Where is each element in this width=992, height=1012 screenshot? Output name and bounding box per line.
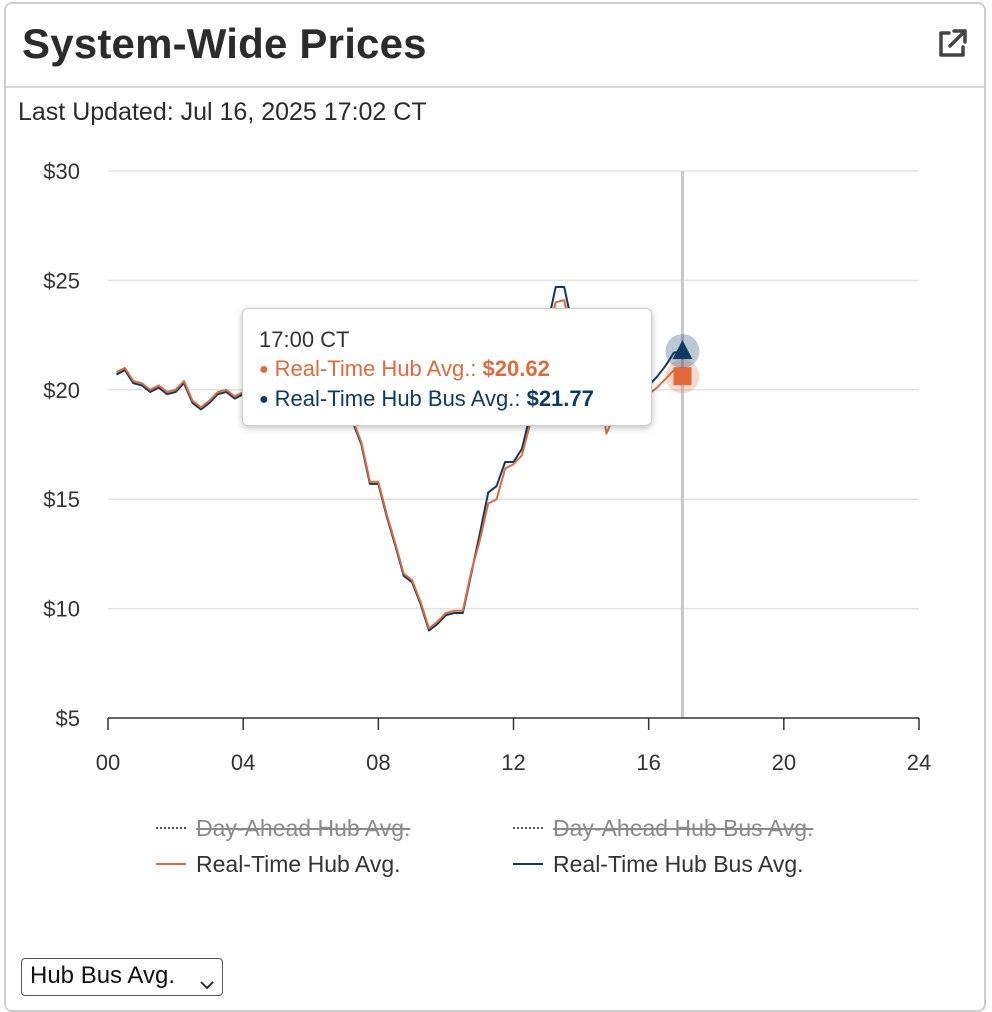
y-tick-label: $15 (43, 487, 80, 512)
legend-item-real-time-hub[interactable]: Real-Time Hub Avg. (156, 851, 401, 878)
chevron-down-icon (200, 969, 214, 997)
legend-label: Day-Ahead Hub Bus Avg. (553, 815, 814, 841)
tooltip-row-hub-bus: ● Real-Time Hub Bus Avg.: $21.77 (259, 384, 635, 414)
card-title: System-Wide Prices (22, 20, 427, 67)
price-type-select[interactable]: Hub Bus Avg. (21, 958, 223, 996)
legend-label: Real-Time Hub Bus Avg. (553, 851, 804, 877)
tooltip-row-hub: ● Real-Time Hub Avg.: $20.62 (259, 354, 635, 384)
x-tick-label: 24 (907, 750, 931, 775)
y-tick-label: $10 (43, 597, 80, 622)
legend-swatch (156, 862, 186, 865)
legend-item-day-ahead-hub[interactable]: Day-Ahead Hub Avg. (156, 815, 410, 842)
legend-label: Day-Ahead Hub Avg. (196, 815, 411, 841)
hover-marker-hub (673, 367, 692, 386)
tooltip-time: 17:00 CT (259, 327, 350, 352)
tooltip-label-hub: Real-Time Hub Avg.: (274, 356, 477, 381)
select-value: Hub Bus Avg. (30, 962, 175, 989)
x-tick-label: 00 (96, 750, 120, 775)
y-tick-label: $25 (43, 268, 80, 293)
y-tick-label: $20 (43, 378, 80, 403)
x-tick-label: 08 (366, 750, 390, 775)
x-tick-label: 16 (636, 750, 660, 775)
legend-item-day-ahead-hub-bus[interactable]: Day-Ahead Hub Bus Avg. (513, 815, 813, 842)
legend-swatch (513, 826, 543, 829)
bullet-icon: ● (259, 361, 269, 378)
tooltip-value-hub: $20.62 (482, 356, 550, 381)
legend-item-real-time-hub-bus[interactable]: Real-Time Hub Bus Avg. (513, 851, 804, 878)
bullet-icon: ● (259, 391, 269, 408)
y-tick-label: $5 (56, 706, 80, 731)
tooltip-value-hub-bus: $21.77 (526, 386, 594, 411)
legend-swatch (156, 826, 186, 829)
y-tick-label: $30 (43, 159, 80, 184)
legend-label: Real-Time Hub Avg. (196, 851, 401, 877)
x-tick-label: 20 (772, 750, 796, 775)
chart-tooltip: 17:00 CT ● Real-Time Hub Avg.: $20.62 ● Re… (242, 308, 652, 426)
tooltip-label-hub-bus: Real-Time Hub Bus Avg.: (274, 386, 521, 411)
x-tick-label: 04 (231, 750, 255, 775)
x-tick-label: 12 (501, 750, 525, 775)
last-updated-text: Last Updated: Jul 16, 2025 17:02 CT (18, 98, 427, 126)
hover-marker-hub-bus (672, 340, 693, 360)
legend-swatch (513, 862, 543, 865)
external-link-icon[interactable] (934, 26, 970, 62)
card-header: System-Wide Prices (6, 4, 984, 88)
